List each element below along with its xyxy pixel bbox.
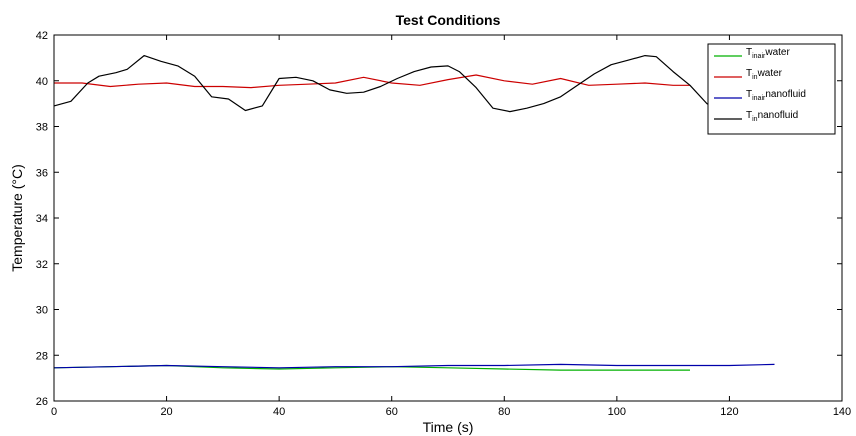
x-axis-label: Time (s) — [423, 419, 474, 435]
x-tick-label: 0 — [51, 406, 57, 418]
series-line-4 — [53, 54, 719, 113]
legend-entry-label: Tinnanofluid — [746, 110, 798, 123]
y-tick-label: 40 — [36, 76, 48, 88]
series-line-2 — [54, 74, 690, 89]
axis-ticks: 0 20 40 60 80 100 120 140 26 28 30 32 34 36 38 40 42 — [36, 30, 851, 418]
chart-title: Test Conditions — [396, 12, 501, 28]
y-tick-label: 26 — [36, 396, 48, 408]
x-tick-label: 80 — [498, 406, 510, 418]
series-line-3 — [53, 363, 775, 369]
y-tick-label: 32 — [36, 259, 48, 271]
x-tick-label: 60 — [386, 406, 398, 418]
x-tick-label: 100 — [608, 406, 626, 418]
y-tick-label: 30 — [36, 305, 48, 317]
y-tick-label: 28 — [36, 350, 48, 362]
y-axis-label: Temperature (°C) — [9, 164, 25, 272]
y-tick-label: 34 — [36, 213, 48, 225]
x-tick-label: 40 — [273, 406, 285, 418]
y-tick-label: 36 — [36, 167, 48, 179]
legend-entry-label: Tinairnanofluid — [746, 89, 806, 102]
legend: Tinairwater Tinwater Tinairnanofluid Tinnan… — [707, 43, 836, 135]
x-tick-label: 120 — [720, 406, 738, 418]
legend-entry-label: Tinairwater — [746, 47, 790, 60]
x-tick-label: 20 — [160, 406, 172, 418]
x-tick-label: 140 — [833, 406, 851, 418]
y-tick-label: 38 — [36, 122, 48, 134]
series-layer — [53, 54, 775, 371]
y-tick-label: 42 — [36, 30, 48, 42]
legend-entry-label: Tinwater — [746, 68, 783, 81]
